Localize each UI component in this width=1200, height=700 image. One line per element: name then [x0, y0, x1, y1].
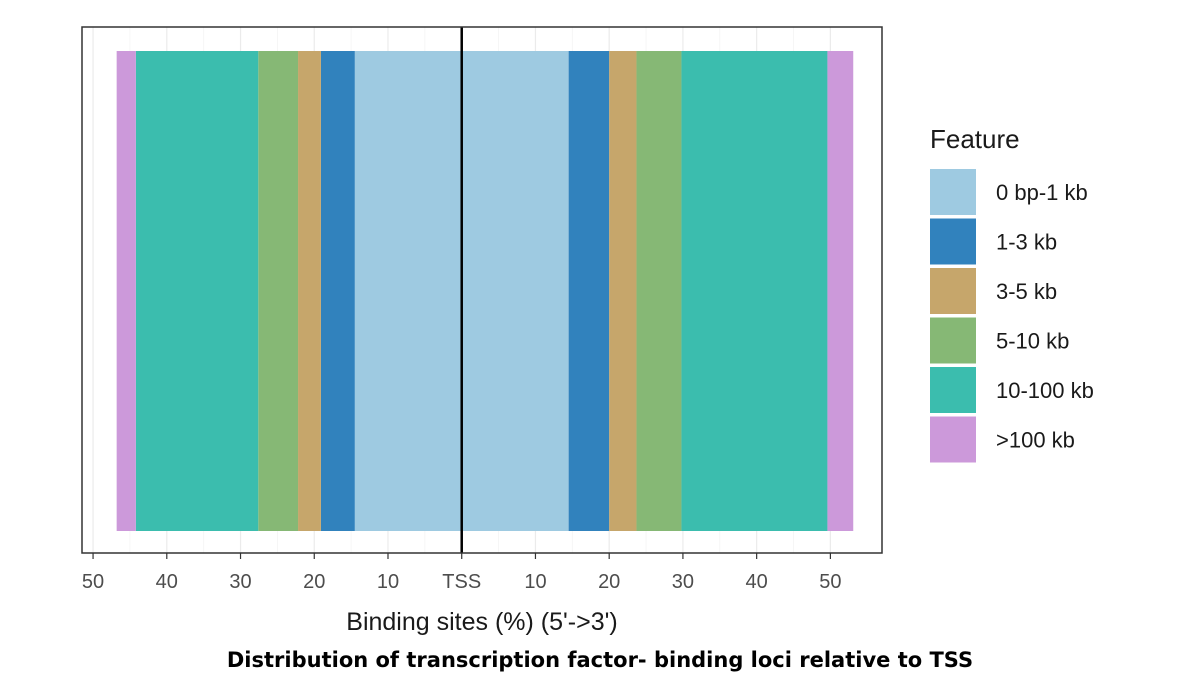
- bar-downstream-0-bp-1-kb: [461, 51, 569, 531]
- legend-label-0-bp-1-kb: 0 bp-1 kb: [996, 180, 1088, 205]
- stacked-bars: [116, 51, 854, 531]
- bar-upstream-5-10-kb: [258, 51, 299, 531]
- x-tick-label: 10: [377, 571, 399, 593]
- x-tick-label: 40: [746, 571, 768, 593]
- legend-key-10-100-kb: [930, 367, 976, 413]
- x-tick-label: 30: [229, 571, 251, 593]
- legend-label-100-kb: >100 kb: [996, 428, 1075, 453]
- x-tick-label: 10: [524, 571, 546, 593]
- bar-downstream-100-kb: [827, 51, 854, 531]
- bar-downstream-10-100-kb: [681, 51, 828, 531]
- legend-key-5-10-kb: [930, 317, 976, 364]
- bar-upstream-100-kb: [116, 51, 136, 531]
- x-tick-label: 20: [303, 571, 325, 593]
- plot-panel-border: [81, 26, 883, 554]
- legend-label-3-5-kb: 3-5 kb: [996, 279, 1057, 304]
- x-tick-label: 40: [156, 571, 178, 593]
- legend-label-10-100-kb: 10-100 kb: [996, 378, 1094, 403]
- figure-caption: Distribution of transcription factor- bi…: [226, 648, 974, 672]
- x-tick-label: 30: [672, 571, 694, 593]
- x-tick-label: 50: [819, 571, 841, 593]
- x-tick-label: 20: [598, 571, 620, 593]
- legend-key-0-bp-1-kb: [930, 169, 976, 215]
- legend-label-5-10-kb: 5-10 kb: [996, 329, 1069, 354]
- bar-upstream-10-100-kb: [135, 51, 259, 531]
- bar-downstream-3-5-kb: [609, 51, 637, 531]
- x-tick-label: 50: [82, 571, 104, 593]
- x-axis-ticks: 50 40 30 20 10 TSS 10 20 30 40 50: [82, 553, 842, 593]
- bar-upstream-0-bp-1-kb: [354, 51, 462, 531]
- bar-downstream-5-10-kb: [636, 51, 682, 531]
- bar-upstream-3-5-kb: [298, 51, 321, 531]
- legend-key-3-5-kb: [930, 268, 976, 314]
- legend-label-1-3-kb: 1-3 kb: [996, 230, 1057, 255]
- legend: 0 bp-1 kb 1-3 kb 3-5 kb 5-10 kb 10-100 kb >10…: [930, 169, 1094, 463]
- bar-downstream-1-3-kb: [568, 51, 610, 531]
- legend-key-100-kb: [930, 416, 976, 463]
- legend-title: Feature: [930, 124, 1020, 154]
- legend-key-1-3-kb: [930, 218, 976, 265]
- bar-upstream-1-3-kb: [320, 51, 355, 531]
- x-axis-title: Binding sites (%) (5'->3'): [346, 608, 617, 636]
- x-tick-label: TSS: [442, 571, 481, 593]
